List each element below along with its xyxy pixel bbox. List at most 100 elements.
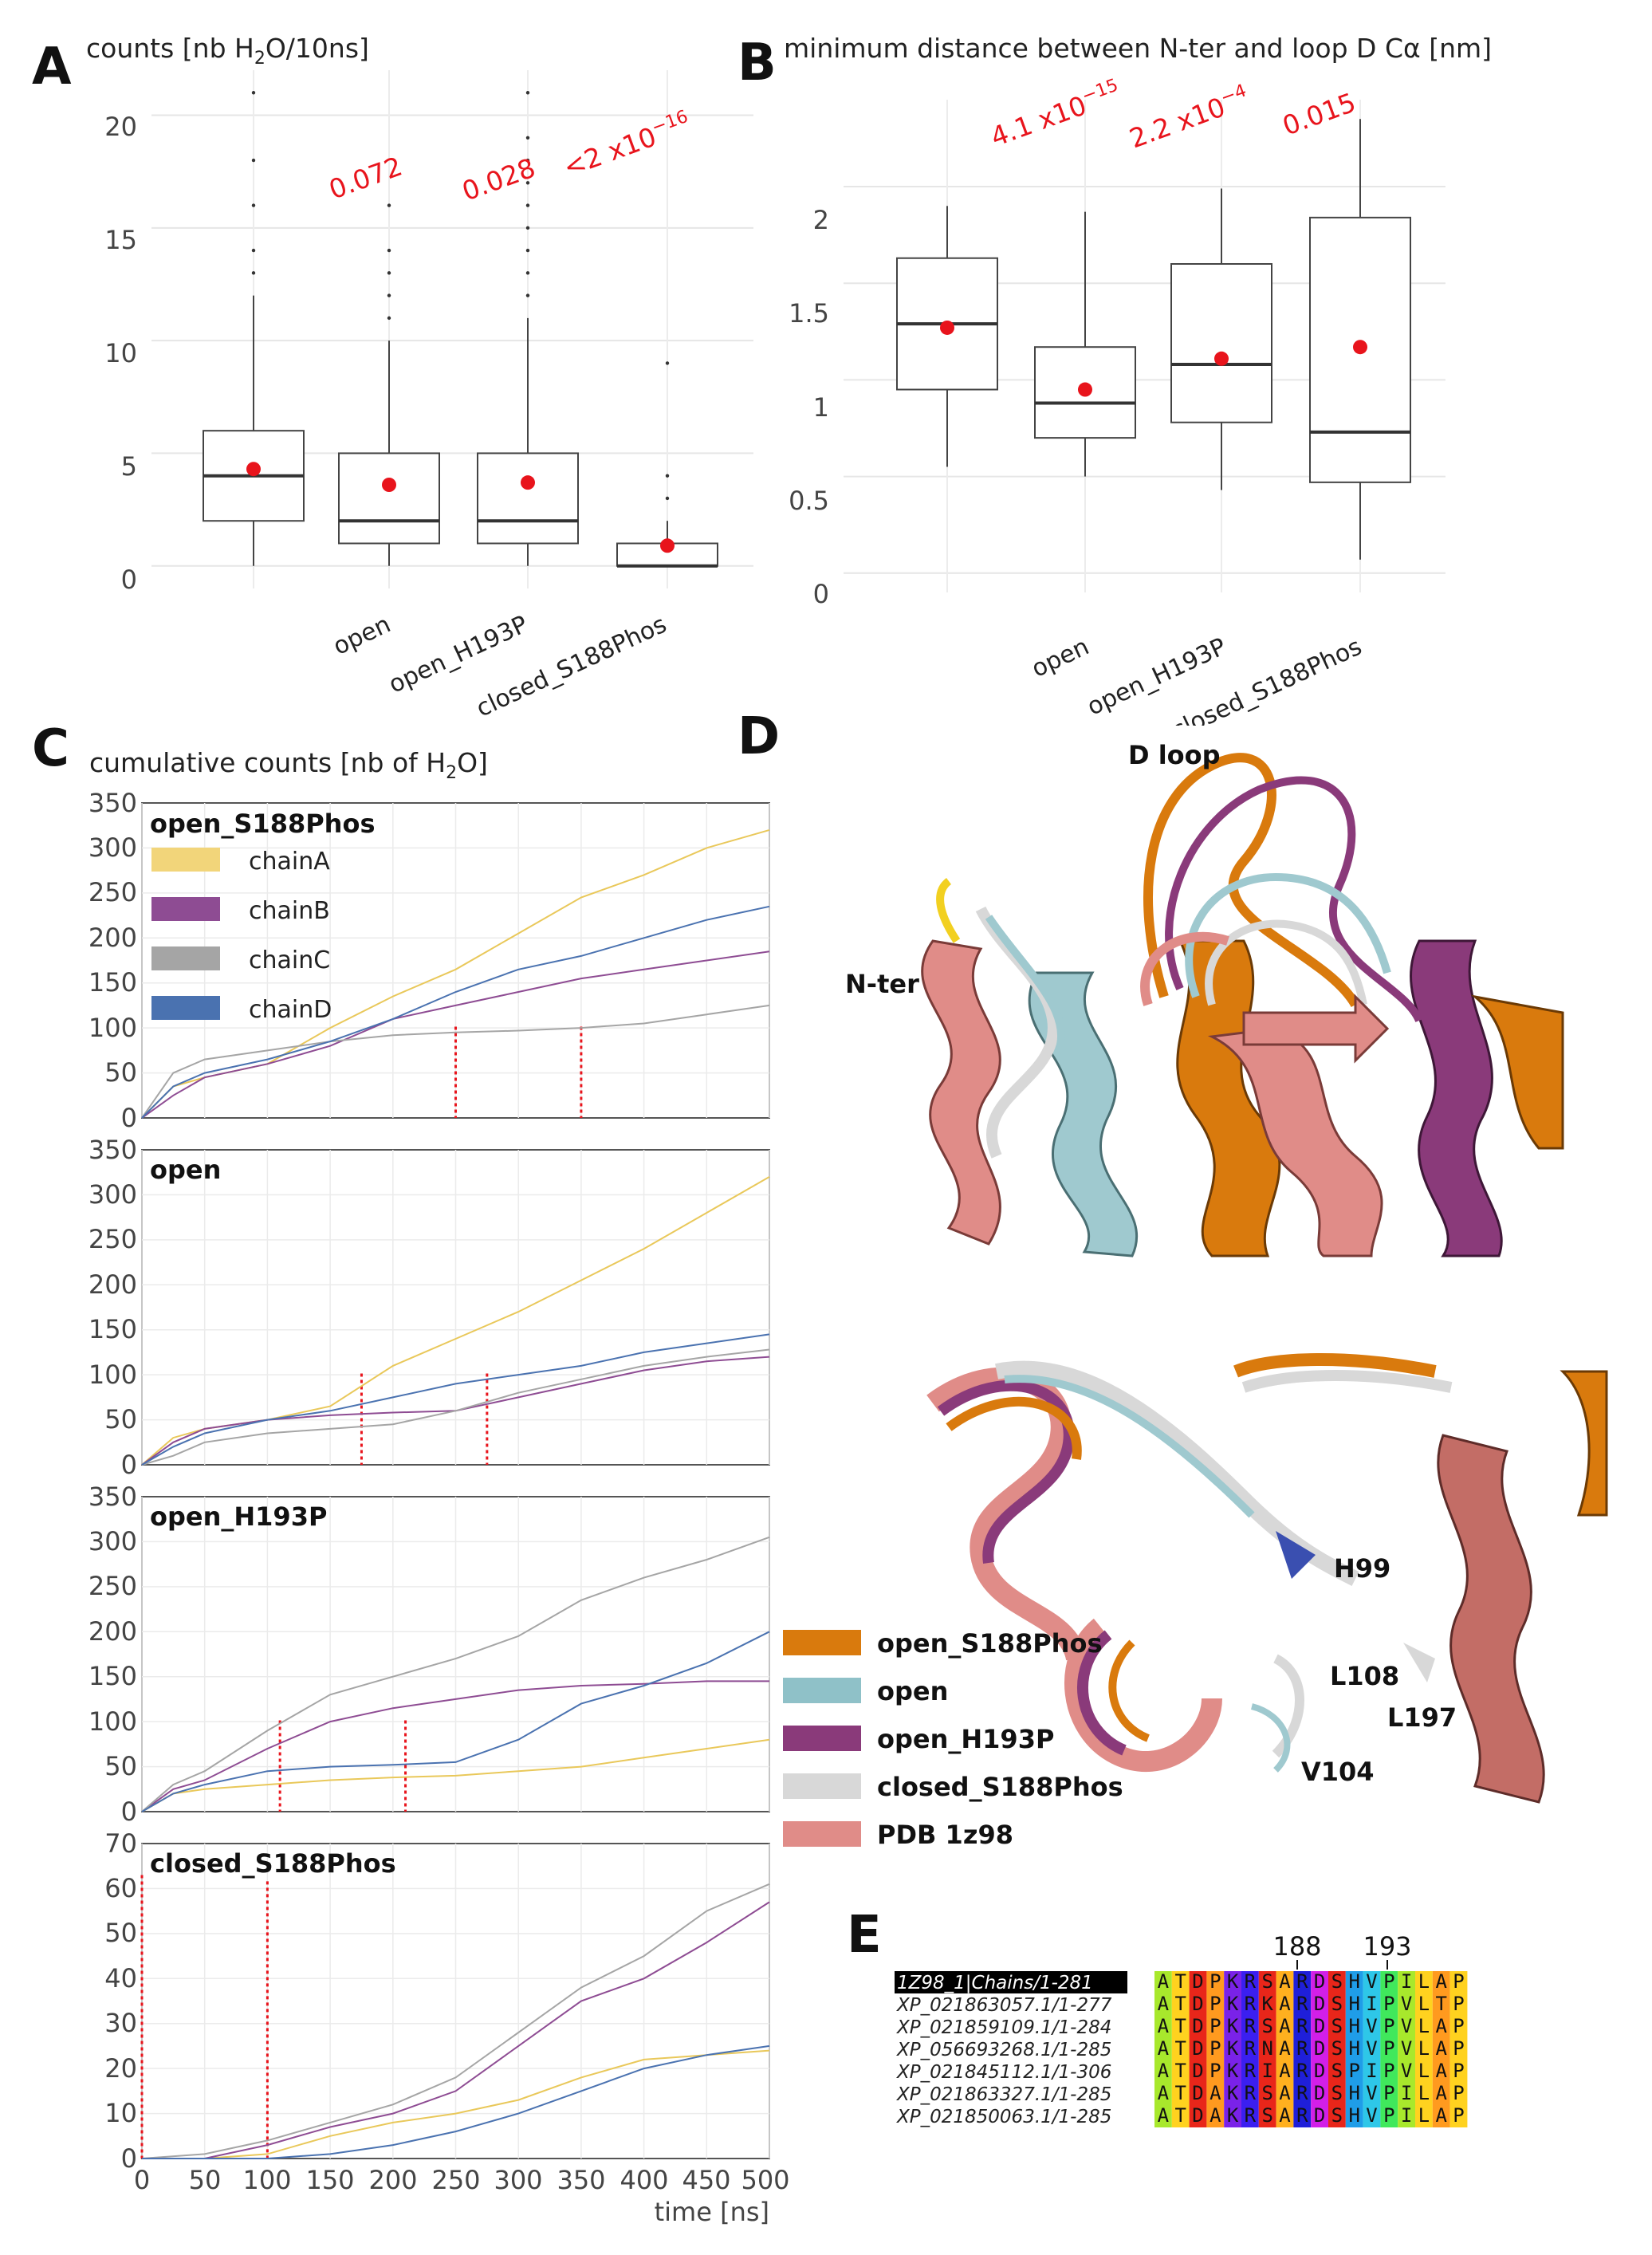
residue-letter: P — [1210, 2060, 1221, 2082]
residue-letter: P — [1210, 1970, 1221, 1993]
panel-c-ytick: 100 — [88, 1706, 137, 1737]
residue-letter: S — [1331, 2015, 1343, 2037]
outlier-point — [525, 271, 530, 275]
residue-cell — [1328, 1993, 1346, 2016]
legend-label: chainD — [249, 996, 332, 1024]
residue-letter: D — [1192, 1970, 1203, 1993]
residue-letter: P — [1383, 2015, 1394, 2037]
sequence-alignment: A T D P K R S A R D S H V P I L A PA T D P K R K A R D S H I P V L T PA T D P… — [1154, 1970, 1468, 2127]
sequence-name: XP_056693268.1/1-285 — [896, 2040, 1111, 2060]
residue-letter: A — [1158, 2060, 1170, 2082]
panel-c-xtick: 50 — [189, 2165, 222, 2195]
panel-c-subplot-title: open_S188Phos — [150, 809, 375, 839]
panel-b-ytick: 0 — [813, 579, 829, 609]
structure-image-top — [837, 726, 1564, 1260]
panel-c-xtick: 150 — [305, 2165, 354, 2195]
residue-letter: P — [1210, 2015, 1221, 2037]
residue-cell — [1258, 2060, 1276, 2083]
legend-d-label: open_S188Phos — [877, 1628, 1102, 1659]
residue-cell — [1345, 2083, 1363, 2105]
residue-letter: R — [1296, 1993, 1308, 2015]
residue-letter: A — [1435, 2060, 1447, 2082]
panel-c-ylabel: cumulative counts [nb of H2O] — [89, 747, 488, 783]
residue-letter: H — [1348, 2015, 1359, 2037]
panel-c-ytick: 30 — [104, 2008, 137, 2038]
residue-cell — [1224, 1993, 1241, 2016]
residue-cell — [1398, 2060, 1415, 2083]
residue-cell — [1415, 2016, 1433, 2038]
series-line-chaind — [141, 905, 770, 1119]
box — [477, 452, 579, 545]
residue-cell — [1432, 2016, 1450, 2038]
residue-cell — [1206, 1993, 1225, 2016]
residue-letter: V — [1401, 2037, 1412, 2060]
box — [338, 452, 440, 545]
panel-c-ytick: 50 — [104, 1918, 137, 1948]
panel-c-xtick: 500 — [741, 2165, 789, 2195]
residue-letter: A — [1279, 2015, 1291, 2037]
panel-c-ytick: 50 — [104, 1057, 137, 1088]
residue-letter: P — [1453, 2060, 1464, 2082]
residue-cell — [1363, 2060, 1381, 2083]
mean-point — [660, 538, 675, 553]
residue-cell — [1380, 2105, 1398, 2127]
residue-cell — [1293, 1993, 1312, 2016]
panel-b-ylabel: minimum distance between N-ter and loop … — [784, 33, 1492, 64]
residue-letter: T — [1174, 1970, 1186, 1993]
residue-cell — [1449, 1993, 1468, 2016]
residue-cell — [1293, 1971, 1312, 1993]
panel-b-pvalue: 4.1 x10−15 — [986, 76, 1126, 153]
panel-c-xtick: 250 — [431, 2165, 480, 2195]
panel-c-ytick: 50 — [104, 1404, 137, 1434]
residue-letter: P — [1453, 2082, 1464, 2104]
residue-cell — [1293, 2083, 1312, 2105]
residue-letter: A — [1435, 2037, 1447, 2060]
panel-a-ylabel-prefix: counts [nb H — [86, 33, 254, 64]
residue-letter: T — [1174, 2015, 1186, 2037]
residue-cell — [1398, 2016, 1415, 2038]
residue-letter: D — [1314, 2082, 1325, 2104]
panel-c-xtick: 0 — [134, 2165, 150, 2195]
residue-cell — [1241, 2105, 1259, 2127]
residue-letter: P — [1383, 2104, 1394, 2127]
residue-letter: A — [1158, 1993, 1170, 2015]
residue-letter: R — [1296, 2037, 1308, 2060]
residue-cell — [1363, 2083, 1381, 2105]
series-line-chainc — [141, 1004, 770, 1119]
residue-cell — [1171, 1993, 1190, 2016]
residue-cell — [1206, 1971, 1225, 1993]
panel-c-ytick: 200 — [88, 1269, 137, 1300]
panel-b-ytick: 0.5 — [789, 486, 829, 516]
residue-cell — [1206, 2083, 1225, 2105]
panel-c-xtick: 100 — [242, 2165, 291, 2195]
panel-c-ytick: 150 — [88, 1314, 137, 1344]
residue-letter: L — [1418, 1970, 1430, 1993]
residue-cell — [1398, 2105, 1415, 2127]
residue-letter: D — [1192, 2082, 1203, 2104]
residue-letter: L — [1418, 2037, 1430, 2060]
residue-cell — [1189, 2016, 1207, 2038]
residue-letter: T — [1174, 1993, 1186, 2015]
residue-cell — [1189, 2105, 1207, 2127]
residue-letter: I — [1401, 1970, 1412, 1993]
panel-letter-e: E — [847, 1906, 882, 1965]
residue-cell — [1449, 2016, 1468, 2038]
residue-cell — [1241, 1971, 1259, 1993]
panel-c-ytick: 50 — [104, 1751, 137, 1781]
legend-d-label: PDB 1z98 — [877, 1820, 1013, 1850]
panel-c-ytick: 60 — [104, 1873, 137, 1903]
residue-cell — [1311, 2083, 1328, 2105]
residue-cell — [1171, 2038, 1190, 2060]
residue-letter: A — [1210, 2082, 1221, 2104]
panel-a-ytick: 15 — [104, 225, 137, 255]
panel-c-subplot-title: open — [150, 1155, 221, 1185]
residue-letter: R — [1245, 2015, 1257, 2037]
sequence-name: XP_021863327.1/1-285 — [896, 2084, 1111, 2105]
outlier-point — [251, 248, 256, 253]
residue-cell — [1189, 1971, 1207, 1993]
residue-cell — [1258, 2016, 1276, 2038]
residue-cell — [1415, 2060, 1433, 2083]
mean-point — [940, 320, 954, 335]
panel-a-pvalue: 0.072 — [324, 151, 406, 206]
residue-letter: K — [1227, 2015, 1239, 2037]
